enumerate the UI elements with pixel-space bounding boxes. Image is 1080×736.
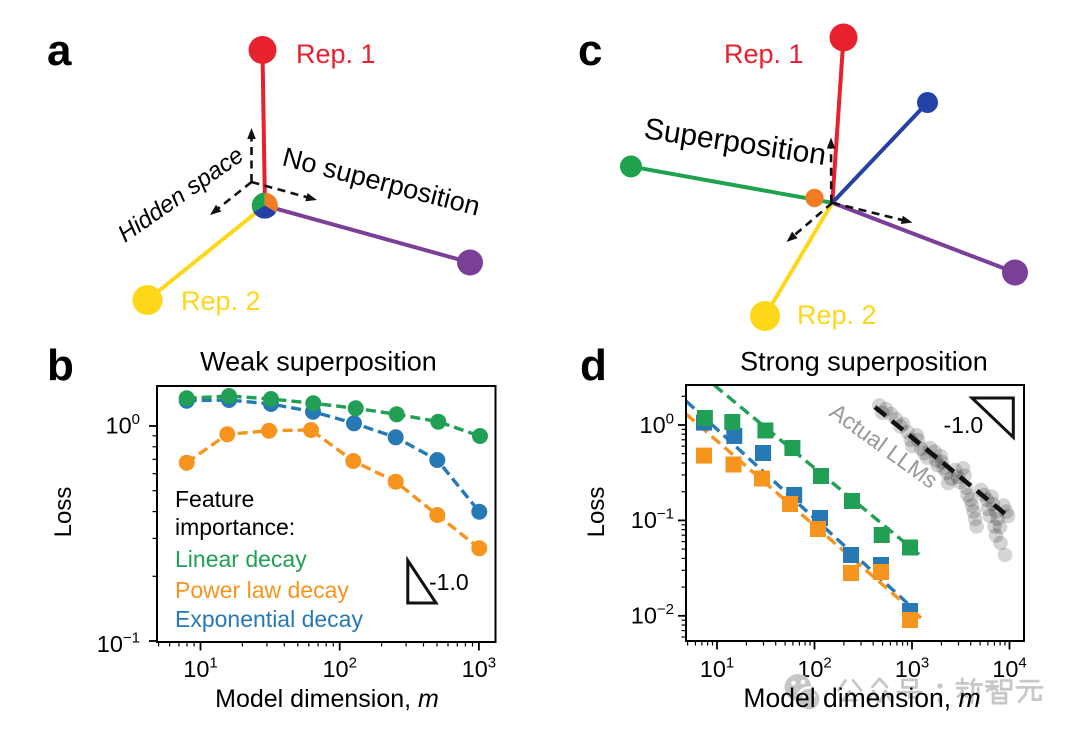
svg-text:b: b xyxy=(47,341,74,390)
svg-text:importance:: importance: xyxy=(175,514,295,540)
svg-text:Exponential decay: Exponential decay xyxy=(175,606,363,632)
svg-text:-1.0: -1.0 xyxy=(429,569,469,595)
svg-text:Rep. 2: Rep. 2 xyxy=(181,286,261,316)
svg-text:d: d xyxy=(580,341,607,390)
svg-text:Rep. 1: Rep. 1 xyxy=(296,39,376,69)
svg-text:Loss: Loss xyxy=(583,487,610,538)
svg-text:Feature: Feature xyxy=(175,486,254,512)
svg-text:c: c xyxy=(578,26,602,75)
svg-text:100: 100 xyxy=(640,411,674,439)
svg-text:Loss: Loss xyxy=(50,487,77,538)
svg-text:Model dimension, m: Model dimension, m xyxy=(743,683,980,713)
svg-text:Strong superposition: Strong superposition xyxy=(740,347,988,377)
svg-text:Weak superposition: Weak superposition xyxy=(200,347,437,377)
svg-text:Power law decay: Power law decay xyxy=(175,577,349,603)
svg-text:Rep. 1: Rep. 1 xyxy=(724,39,804,69)
svg-text:10−1: 10−1 xyxy=(97,630,140,658)
svg-text:101: 101 xyxy=(700,655,734,683)
svg-text:Rep. 2: Rep. 2 xyxy=(797,300,877,330)
svg-text:-1.0: -1.0 xyxy=(944,412,984,438)
svg-text:Model dimension, m: Model dimension, m xyxy=(215,685,439,713)
svg-text:a: a xyxy=(47,26,72,75)
svg-text:Linear decay: Linear decay xyxy=(175,546,307,572)
